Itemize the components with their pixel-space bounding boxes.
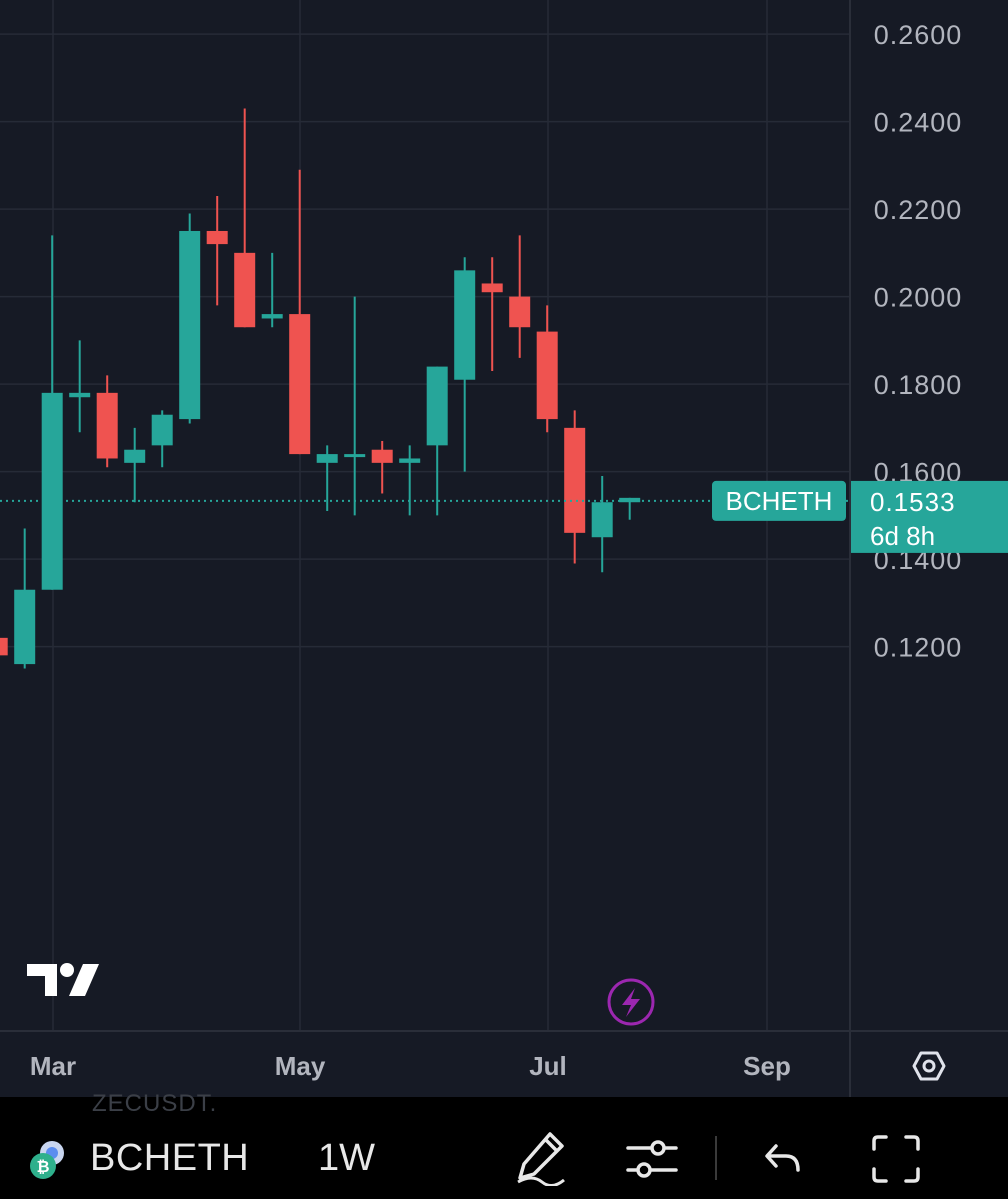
undo-icon[interactable] xyxy=(762,1138,804,1180)
time-tick-label: May xyxy=(275,1051,326,1081)
price-tick-label: 0.2000 xyxy=(874,283,963,313)
candle-body xyxy=(344,454,366,458)
chart-background xyxy=(0,0,1008,1097)
candle-body xyxy=(69,392,91,398)
price-tick-label: 0.2200 xyxy=(874,195,963,225)
candle-up xyxy=(124,427,146,503)
candle-up xyxy=(179,213,201,424)
ghost-symbol-text: ZECUSDT. xyxy=(92,1090,218,1117)
candle-down xyxy=(509,235,531,358)
bitcoin-coin-icon[interactable]: ₿ xyxy=(28,1136,74,1182)
symbol-button[interactable]: BCHETH xyxy=(90,1137,250,1179)
candle-up xyxy=(344,296,366,516)
price-badge: 0.1533 6d 8h xyxy=(851,480,1008,553)
candle-down xyxy=(371,440,393,494)
candle-body xyxy=(316,454,338,463)
time-axis[interactable]: Mar May Jul Sep xyxy=(30,1051,791,1081)
candle-up xyxy=(41,235,63,590)
candle-up xyxy=(454,257,476,472)
candle-body xyxy=(41,392,63,590)
symbol-price-label: BCHETH xyxy=(712,480,846,521)
candles xyxy=(0,108,641,669)
svg-text:₿: ₿ xyxy=(36,1158,49,1176)
pen-drawing-icon[interactable] xyxy=(512,1128,570,1186)
candle-down xyxy=(564,410,586,564)
candle-body xyxy=(509,296,531,328)
bottom-toolbar xyxy=(0,1097,1008,1199)
candlestick-chart[interactable]: 0.26000.24000.22000.20000.18000.16000.14… xyxy=(0,0,1008,1097)
sliders-icon[interactable] xyxy=(624,1136,680,1182)
candle-body xyxy=(206,230,228,245)
candle-body xyxy=(261,314,283,319)
candle-body xyxy=(234,252,256,328)
toolbar-divider xyxy=(715,1136,717,1180)
time-tick-label: Mar xyxy=(30,1051,76,1081)
candle-down xyxy=(96,375,118,468)
bar-countdown: 6d 8h xyxy=(870,521,935,551)
candle-body xyxy=(481,283,503,293)
chart-grid xyxy=(0,0,850,1031)
candle-body xyxy=(14,589,36,665)
candle-up xyxy=(14,528,36,669)
candle-body xyxy=(564,427,586,533)
candle-up xyxy=(399,445,421,516)
fullscreen-icon[interactable] xyxy=(870,1133,922,1185)
interval-button[interactable]: 1W xyxy=(318,1137,375,1179)
candle-up xyxy=(151,410,173,468)
settings-hexagon-icon[interactable] xyxy=(912,1051,946,1081)
candle-up xyxy=(316,445,338,511)
candle-up xyxy=(591,475,613,573)
candle-down xyxy=(234,108,256,328)
time-tick-label: Sep xyxy=(743,1051,791,1081)
candle-body xyxy=(399,458,421,463)
price-tick-label: 0.1800 xyxy=(874,370,963,400)
candle-down xyxy=(0,637,8,656)
price-tick-label: 0.1200 xyxy=(874,633,963,663)
candle-up xyxy=(426,366,448,516)
price-axis[interactable]: 0.26000.24000.22000.20000.18000.16000.14… xyxy=(874,20,963,663)
candle-up xyxy=(261,252,283,328)
candle-body xyxy=(536,331,558,420)
candle-up xyxy=(619,497,641,520)
candle-body xyxy=(96,392,118,459)
candle-body xyxy=(289,314,311,455)
candle-body xyxy=(426,366,448,446)
tradingview-logo-icon[interactable] xyxy=(27,963,99,996)
candle-up xyxy=(69,340,91,433)
candle-body xyxy=(0,637,8,656)
candle-down xyxy=(481,257,503,371)
candle-body xyxy=(151,414,173,446)
price-tick-label: 0.2600 xyxy=(874,20,963,50)
candle-down xyxy=(536,305,558,433)
time-tick-label: Jul xyxy=(529,1051,567,1081)
candle-body xyxy=(454,270,476,380)
candle-body xyxy=(591,502,613,538)
symbol-label: BCHETH xyxy=(726,486,833,516)
last-price-value: 0.1533 xyxy=(870,487,956,517)
candle-body xyxy=(371,449,393,463)
price-tick-label: 0.2400 xyxy=(874,108,963,138)
candle-body xyxy=(179,230,201,420)
candle-down xyxy=(206,195,228,306)
candle-down xyxy=(289,169,311,455)
lightning-icon[interactable] xyxy=(607,978,655,1026)
candle-body xyxy=(619,497,641,503)
candle-body xyxy=(124,449,146,463)
